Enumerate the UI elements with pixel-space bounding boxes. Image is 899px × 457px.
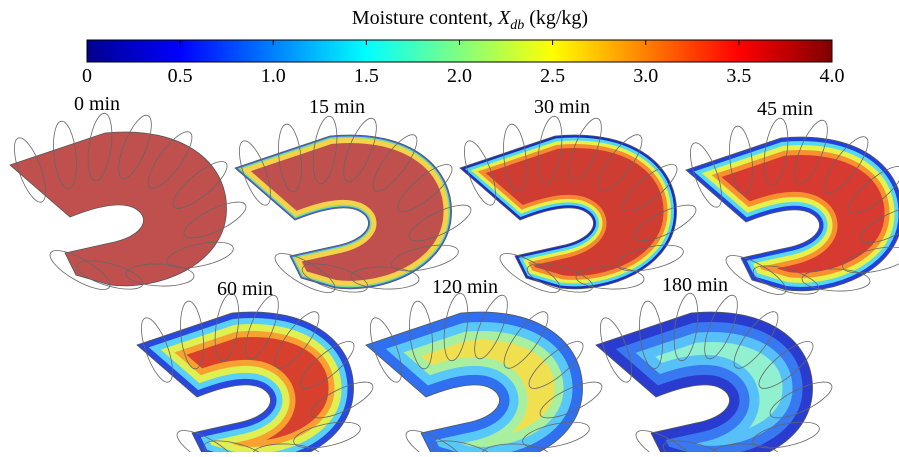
tick-label: 2.0 xyxy=(447,65,472,87)
sample-shape xyxy=(594,291,836,452)
panel-label: 60 min xyxy=(217,278,273,300)
panel-label: 15 min xyxy=(309,96,365,118)
tick-label: 1.0 xyxy=(261,65,286,87)
sample-shape xyxy=(364,291,606,452)
tick-label: 0 xyxy=(82,65,92,87)
panel-label: 30 min xyxy=(534,96,590,118)
panel-label: 0 min xyxy=(74,93,120,115)
colorbar-title: Moisture content, Xdb (kg/kg) xyxy=(352,7,588,33)
tick-label: 3.0 xyxy=(633,65,658,87)
panel-label: 45 min xyxy=(757,98,813,120)
sample-shape xyxy=(233,114,475,299)
tick-label: 2.5 xyxy=(540,65,565,87)
figure: Moisture content, Xdb (kg/kg) 0 0.5 1.0 1.5… xyxy=(0,0,899,452)
tick-label: 0.5 xyxy=(168,65,193,87)
panel-label: 180 min xyxy=(662,274,728,296)
shape-fill xyxy=(10,132,227,286)
tick-label: 1.5 xyxy=(354,65,379,87)
tick-label: 3.5 xyxy=(726,65,751,87)
sample-shape xyxy=(135,291,377,452)
panel-label: 120 min xyxy=(432,276,498,298)
tick-label: 4.0 xyxy=(820,65,845,87)
sample-shape xyxy=(458,114,700,299)
sample-shape xyxy=(8,111,250,296)
